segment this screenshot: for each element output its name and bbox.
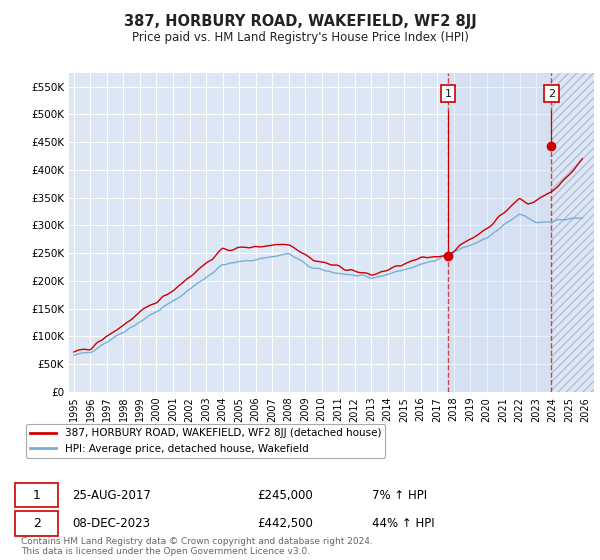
FancyBboxPatch shape (15, 483, 58, 507)
Text: 7% ↑ HPI: 7% ↑ HPI (372, 488, 427, 502)
Text: 44% ↑ HPI: 44% ↑ HPI (372, 517, 435, 530)
Text: Contains HM Land Registry data © Crown copyright and database right 2024.
This d: Contains HM Land Registry data © Crown c… (21, 536, 373, 556)
Bar (551, 73, 594, 392)
Text: 2: 2 (32, 517, 41, 530)
Text: £442,500: £442,500 (257, 517, 313, 530)
Text: 1: 1 (445, 88, 451, 99)
Text: Price paid vs. HM Land Registry's House Price Index (HPI): Price paid vs. HM Land Registry's House … (131, 31, 469, 44)
Text: 2: 2 (548, 88, 555, 99)
Bar (551, 73, 594, 392)
Text: £245,000: £245,000 (257, 488, 313, 502)
Text: 08-DEC-2023: 08-DEC-2023 (73, 517, 151, 530)
Text: 387, HORBURY ROAD, WAKEFIELD, WF2 8JJ: 387, HORBURY ROAD, WAKEFIELD, WF2 8JJ (124, 14, 476, 29)
Text: 25-AUG-2017: 25-AUG-2017 (73, 488, 151, 502)
Legend: 387, HORBURY ROAD, WAKEFIELD, WF2 8JJ (detached house), HPI: Average price, deta: 387, HORBURY ROAD, WAKEFIELD, WF2 8JJ (d… (26, 424, 385, 458)
Text: 1: 1 (32, 488, 41, 502)
FancyBboxPatch shape (15, 511, 58, 535)
Bar (448, 73, 551, 392)
